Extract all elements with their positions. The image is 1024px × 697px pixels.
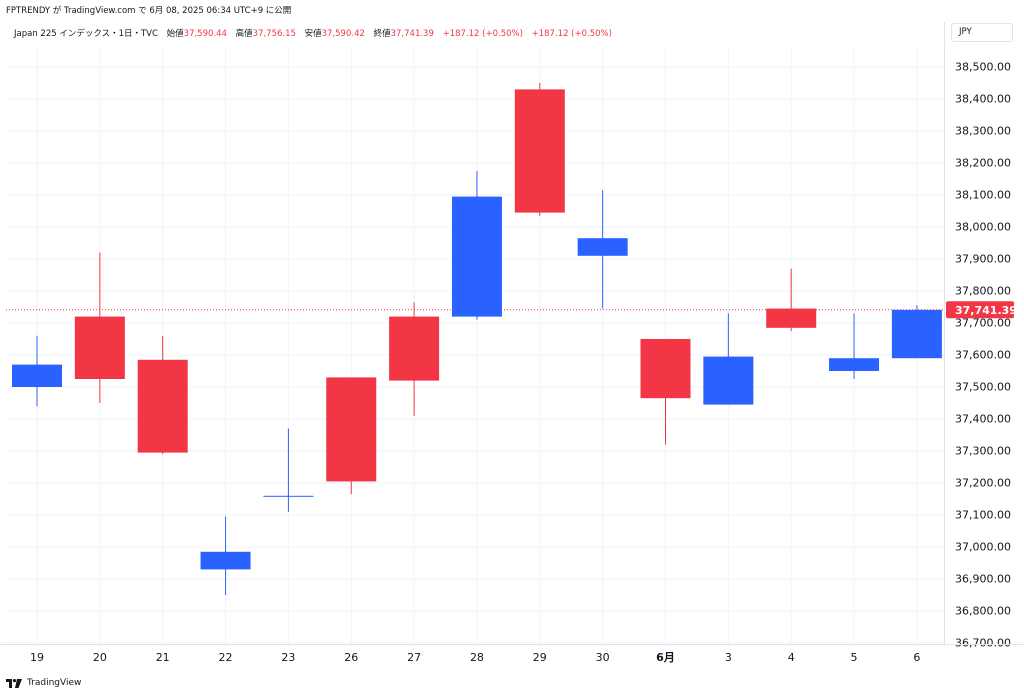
candle[interactable]: [389, 302, 440, 416]
candle-body: [12, 364, 62, 387]
high-label: 高値: [235, 29, 253, 39]
candle[interactable]: [891, 305, 942, 359]
candle[interactable]: [577, 190, 628, 309]
candle-body: [577, 238, 628, 256]
y-tick-label: 37,100.00: [955, 509, 1011, 522]
y-tick-label: 37,300.00: [955, 445, 1011, 458]
y-tick-label: 38,400.00: [955, 93, 1011, 106]
candles: [12, 83, 942, 595]
candle[interactable]: [514, 83, 565, 216]
y-tick-label: 38,300.00: [955, 125, 1011, 138]
change-value-2: +187.12 (+0.50%): [531, 29, 612, 39]
x-tick-label: 5: [851, 651, 858, 664]
x-tick-label: 30: [596, 651, 610, 664]
x-tick-label: 3: [725, 651, 732, 664]
footer-brand: TradingView: [27, 678, 82, 688]
x-tick-label: 6: [913, 651, 920, 664]
open-label: 始値: [166, 29, 184, 39]
x-tick-label: 20: [93, 651, 107, 664]
candle-body: [200, 551, 251, 570]
close-label: 終値: [373, 29, 391, 39]
footer: TradingView: [6, 678, 81, 688]
y-tick-label: 37,200.00: [955, 477, 1011, 490]
publish-info: FPTRENDY が TradingView.com で 6月 08, 2025…: [6, 6, 292, 16]
x-tick-label: 4: [788, 651, 795, 664]
y-tick-label: 38,100.00: [955, 189, 1011, 202]
low-label: 安値: [304, 29, 322, 39]
time-axis: 19 20 21 22 23 26 27 28 29 30 6月 3 4 5 6: [0, 644, 1024, 664]
y-tick-label: 37,500.00: [955, 381, 1011, 394]
candle-body: [766, 308, 817, 328]
y-tick-label: 38,200.00: [955, 157, 1011, 170]
x-tick-label: 27: [407, 651, 421, 664]
price-axis: 38,500.00 38,400.00 38,300.00 38,200.00 38,1…: [944, 22, 1011, 650]
high-value: 37,756.15: [252, 29, 296, 39]
candle-body: [640, 339, 691, 399]
symbol-title: Japan 225 インデックス・1日・TVC: [14, 29, 158, 39]
candle[interactable]: [829, 313, 880, 379]
candle-body: [74, 316, 125, 379]
candle-body: [451, 196, 502, 317]
x-tick-label: 26: [344, 651, 358, 664]
last-price-label: 37,741.39: [955, 304, 1017, 317]
candle-body: [137, 359, 188, 453]
candle[interactable]: [137, 335, 188, 455]
candle-body: [891, 309, 942, 359]
y-tick-label: 37,700.00: [955, 317, 1011, 330]
y-tick-label: 38,500.00: [955, 61, 1011, 74]
grid-lines: [6, 46, 944, 644]
y-tick-label: 37,000.00: [955, 541, 1011, 554]
close-value: 37,741.39: [390, 29, 434, 39]
last-price-marker: 37,741.39: [946, 301, 1017, 319]
candle-body: [389, 316, 440, 381]
candle[interactable]: [451, 171, 502, 320]
candle-body: [263, 495, 314, 497]
last-price-badge: [946, 301, 1014, 319]
x-tick-label: 22: [219, 651, 233, 664]
x-tick-label: 28: [470, 651, 484, 664]
candle[interactable]: [12, 335, 62, 407]
y-tick-label: 36,800.00: [955, 605, 1011, 618]
x-tick-label: 21: [156, 651, 170, 664]
x-tick-label: 23: [281, 651, 295, 664]
y-tick-label: 37,600.00: [955, 349, 1011, 362]
candle-body: [703, 356, 754, 405]
candle-body: [514, 89, 565, 213]
x-tick-label: 6月: [656, 651, 675, 664]
candle[interactable]: [74, 252, 125, 403]
currency-selector[interactable]: JPY: [951, 23, 1013, 42]
y-tick-label: 36,900.00: [955, 573, 1011, 586]
candle[interactable]: [200, 516, 251, 595]
open-value: 37,590.44: [183, 29, 227, 39]
candle[interactable]: [263, 428, 314, 512]
candle-body: [829, 358, 880, 371]
candle[interactable]: [640, 339, 691, 445]
y-tick-label: 36,700.00: [955, 637, 1011, 650]
candle[interactable]: [703, 313, 754, 405]
y-tick-label: 37,800.00: [955, 285, 1011, 298]
y-tick-label: 37,400.00: [955, 413, 1011, 426]
candle-body: [326, 377, 377, 482]
y-tick-label: 37,900.00: [955, 253, 1011, 266]
x-tick-label: 29: [533, 651, 547, 664]
candle[interactable]: [326, 377, 377, 495]
x-tick-label: 19: [30, 651, 44, 664]
tradingview-logo-icon: [6, 678, 22, 688]
candle[interactable]: [766, 268, 817, 331]
change-value: +187.12 (+0.50%): [442, 29, 523, 39]
low-value: 37,590.42: [321, 29, 365, 39]
y-tick-label: 38,000.00: [955, 221, 1011, 234]
symbol-legend: Japan 225 インデックス・1日・TVC 始値37,590.44 高値37…: [14, 27, 612, 39]
